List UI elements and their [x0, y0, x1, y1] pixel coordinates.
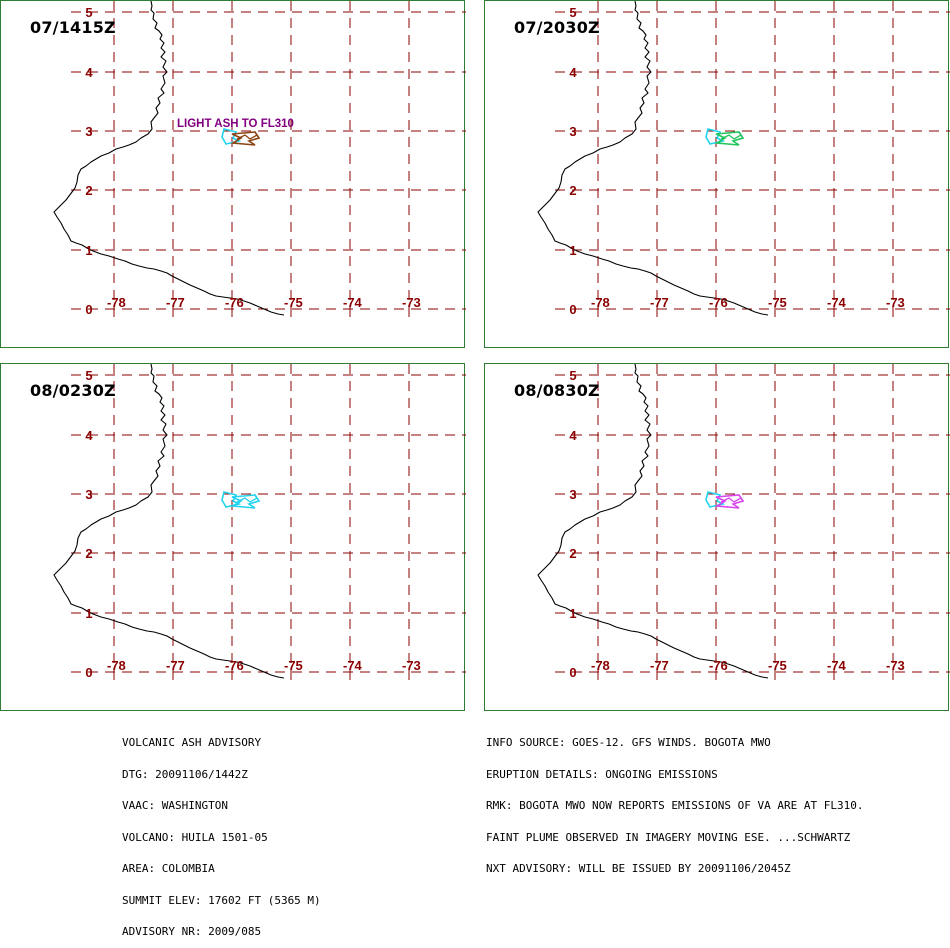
lat-tick-label: 5 — [569, 5, 576, 20]
advisory-line: AREA: COLOMBIA — [122, 862, 215, 875]
map-panel-4: 0 1 2 3 4 5 -78 -77 -76 -75 -74 -73 08/0830Z — [484, 363, 950, 711]
lat-tick-label: 0 — [569, 665, 576, 680]
map-canvas: 0 1 2 3 4 5 -78 -77 -76 -75 -74 -73 — [53, 364, 466, 686]
lon-tick-label: -78 — [591, 658, 610, 673]
lon-tick-label: -73 — [886, 295, 905, 310]
map-panel-3: 0 1 2 3 4 5 -78 -77 -76 -75 -74 -73 08/0230Z — [0, 363, 466, 711]
lon-tick-label: -74 — [343, 295, 363, 310]
lat-tick-label: 2 — [569, 183, 576, 198]
lon-tick-label: -75 — [284, 658, 303, 673]
lon-tick-label: -76 — [225, 295, 244, 310]
lat-tick-label: 2 — [85, 183, 92, 198]
info-line: NXT ADVISORY: WILL BE ISSUED BY 20091106… — [486, 862, 791, 875]
lat-tick-label: 5 — [85, 368, 92, 383]
advisory-header-block: VOLCANIC ASH ADVISORY DTG: 20091106/1442… — [122, 717, 321, 948]
map-canvas: 0 1 2 3 4 5 -78 -77 -76 -75 -74 -73 — [537, 1, 950, 323]
lon-tick-label: -73 — [886, 658, 905, 673]
lon-tick-label: -74 — [827, 295, 847, 310]
lon-tick-label: -75 — [284, 295, 303, 310]
lon-tick-label: -78 — [107, 295, 126, 310]
coastline — [537, 364, 769, 679]
info-line: ERUPTION DETAILS: ONGOING EMISSIONS — [486, 767, 718, 781]
panel-time-label: 08/0830Z — [514, 381, 600, 400]
observed-ash-polygon — [705, 128, 726, 145]
lat-tick-label: 1 — [569, 243, 576, 258]
lon-tick-label: -73 — [402, 658, 421, 673]
lat-tick-label: 2 — [569, 546, 576, 561]
lat-tick-label: 4 — [569, 65, 577, 80]
forecast-ash-polygon — [230, 494, 261, 509]
advisory-line: VOLCANO: HUILA 1501-05 — [122, 830, 268, 844]
coastline — [537, 1, 769, 316]
advisory-line: DTG: 20091106/1442Z — [122, 767, 248, 781]
lon-tick-label: -78 — [107, 658, 126, 673]
lon-tick-label: -75 — [768, 658, 787, 673]
ash-annotation-label: LIGHT ASH TO FL310 — [177, 118, 294, 130]
map-canvas: 0 1 2 3 4 5 -78 -77 -76 -75 -74 -73 LIGHT ASH TO FL3… — [53, 1, 466, 323]
lon-tick-label: -78 — [591, 295, 610, 310]
advisory-line: SUMMIT ELEV: 17602 FT (5365 M) — [122, 893, 321, 907]
map-panel-1: 0 1 2 3 4 5 -78 -77 -76 -75 -74 -73 LIGHT ASH TO FL3… — [0, 0, 466, 348]
lat-tick-label: 1 — [569, 606, 576, 621]
lon-tick-label: -77 — [166, 295, 185, 310]
lat-tick-label: 1 — [85, 243, 92, 258]
panel-time-label: 07/1415Z — [30, 18, 116, 37]
observed-ash-polygon — [221, 491, 242, 508]
panel-time-label: 08/0230Z — [30, 381, 116, 400]
lat-tick-label: 3 — [85, 124, 92, 139]
lat-tick-label: 4 — [85, 65, 93, 80]
lat-tick-label: 4 — [85, 428, 93, 443]
map-panel-2: 0 1 2 3 4 5 -78 -77 -76 -75 -74 -73 07/2030Z — [484, 0, 950, 348]
lon-tick-label: -77 — [166, 658, 185, 673]
info-line: RMK: BOGOTA MWO NOW REPORTS EMISSIONS OF… — [486, 799, 864, 812]
forecast-ash-hatch — [720, 497, 742, 503]
lat-tick-label: 5 — [85, 5, 92, 20]
lat-tick-label: 3 — [85, 487, 92, 502]
advisory-line: VOLCANIC ASH ADVISORY — [122, 736, 262, 749]
observed-ash-polygon — [705, 491, 726, 508]
map-canvas: 0 1 2 3 4 5 -78 -77 -76 -75 -74 -73 — [537, 364, 950, 686]
lat-tick-label: 5 — [569, 368, 576, 383]
advisory-line: VAAC: WASHINGTON — [122, 799, 228, 812]
coastline — [53, 1, 285, 316]
lon-tick-label: -76 — [709, 295, 728, 310]
lat-tick-label: 0 — [85, 665, 92, 680]
lat-tick-label: 0 — [569, 302, 576, 317]
lon-tick-label: -74 — [343, 658, 363, 673]
advisory-info-block: INFO SOURCE: GOES-12. GFS WINDS. BOGOTA … — [486, 717, 864, 885]
lon-tick-label: -76 — [225, 658, 244, 673]
lat-tick-label: 0 — [85, 302, 92, 317]
lat-tick-label: 4 — [569, 428, 577, 443]
forecast-ash-hatch — [720, 134, 742, 140]
lat-tick-label: 3 — [569, 487, 576, 502]
lon-tick-label: -77 — [650, 658, 669, 673]
lon-tick-label: -73 — [402, 295, 421, 310]
forecast-ash-hatch — [236, 497, 258, 503]
forecast-ash-polygon — [714, 494, 745, 509]
observed-ash-polygon — [221, 128, 242, 145]
lon-tick-label: -76 — [709, 658, 728, 673]
info-line: INFO SOURCE: GOES-12. GFS WINDS. BOGOTA … — [486, 736, 771, 749]
coastline — [53, 364, 285, 679]
panel-time-label: 07/2030Z — [514, 18, 600, 37]
lon-tick-label: -75 — [768, 295, 787, 310]
forecast-ash-polygon — [714, 131, 745, 146]
forecast-ash-polygon — [230, 131, 261, 146]
info-line: FAINT PLUME OBSERVED IN IMAGERY MOVING E… — [486, 830, 851, 844]
forecast-ash-hatch — [236, 134, 258, 140]
lon-tick-label: -77 — [650, 295, 669, 310]
lon-tick-label: -74 — [827, 658, 847, 673]
lat-tick-label: 1 — [85, 606, 92, 621]
lat-tick-label: 3 — [569, 124, 576, 139]
lat-tick-label: 2 — [85, 546, 92, 561]
advisory-line: ADVISORY NR: 2009/085 — [122, 925, 262, 938]
